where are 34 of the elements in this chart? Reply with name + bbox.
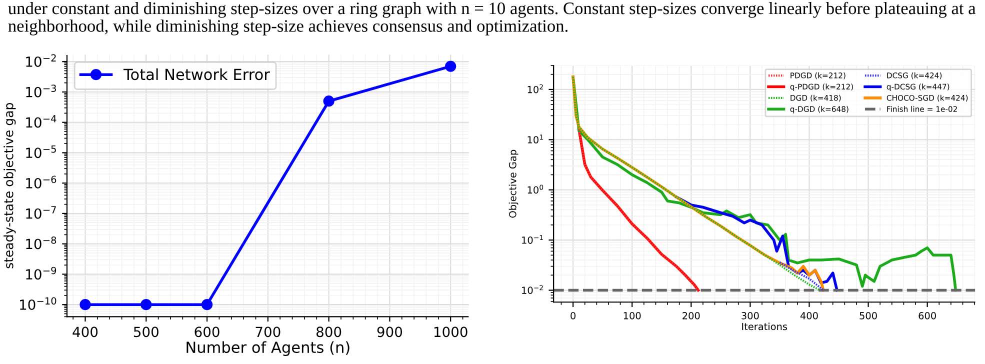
x-tick-label: 500 — [860, 312, 877, 320]
y-tick-label: 10$^{1}$ — [528, 134, 543, 144]
x-tick-label: 300 — [742, 312, 759, 320]
x-tick-label: 600 — [194, 326, 220, 338]
x-tick-label: 800 — [316, 326, 342, 338]
y-tick-label: 10$^{−6}$ — [26, 176, 56, 188]
y-tick-label: 10$^{−8}$ — [26, 236, 56, 250]
x-tick-label: 100 — [624, 312, 641, 320]
x-tick-label: 200 — [682, 312, 700, 320]
y-tick-label: 10$^{−3}$ — [26, 84, 56, 98]
y-tick-label: 10$^{2}$ — [528, 84, 543, 94]
x-tick-label: 400 — [800, 312, 818, 320]
x-tick-label: 700 — [256, 326, 280, 338]
x-tick-label: 600 — [918, 312, 936, 320]
y-tick-label: 10$^{−10}$ — [20, 297, 56, 310]
x-tick-label: 400 — [72, 326, 98, 338]
y-tick-label: 10$^{0}$ — [528, 184, 544, 194]
y-tick-label: 10$^{−7}$ — [26, 206, 56, 219]
y-axis-title: Objective Gap — [508, 150, 518, 218]
y-tick-label: 10$^{−2}$ — [26, 54, 56, 67]
y-tick-label: 10$^{−9}$ — [26, 266, 56, 280]
x-axis-title: Iterations — [742, 322, 788, 330]
y-tick-label: 10$^{−2}$ — [522, 285, 543, 294]
y-tick-label: 10$^{−4}$ — [26, 115, 56, 128]
text: under constant and diminishing step-sizes over a ring graph with n = 10 agents. Constant step-sizes converge linearly before plateauing at a neighborhood, while diminishing step-size achieves consensus and optimization. — [8, 2, 976, 36]
x-tick-label: 1000 — [434, 326, 468, 338]
y-tick-label: 10$^{−1}$ — [522, 234, 543, 244]
x-tick-label: 500 — [134, 326, 158, 338]
x-axis-title: Number of Agents (n) — [186, 341, 350, 356]
y-tick-label: 10$^{−5}$ — [26, 146, 56, 158]
x-tick-label: 0 — [570, 312, 576, 320]
legend-label: Total Network Error — [123, 68, 270, 80]
x-tick-label: 900 — [377, 326, 402, 338]
y-axis-title: steady-state objective gap — [4, 103, 16, 268]
